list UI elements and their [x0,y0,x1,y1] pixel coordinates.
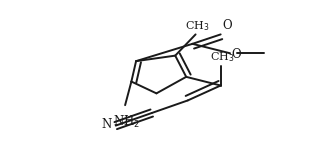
Text: NH$_2$: NH$_2$ [113,114,140,130]
Text: CH$_3$: CH$_3$ [210,50,234,64]
Text: O: O [231,48,240,61]
Text: N: N [102,118,112,131]
Text: O: O [222,19,232,32]
Text: CH$_3$: CH$_3$ [185,19,210,33]
